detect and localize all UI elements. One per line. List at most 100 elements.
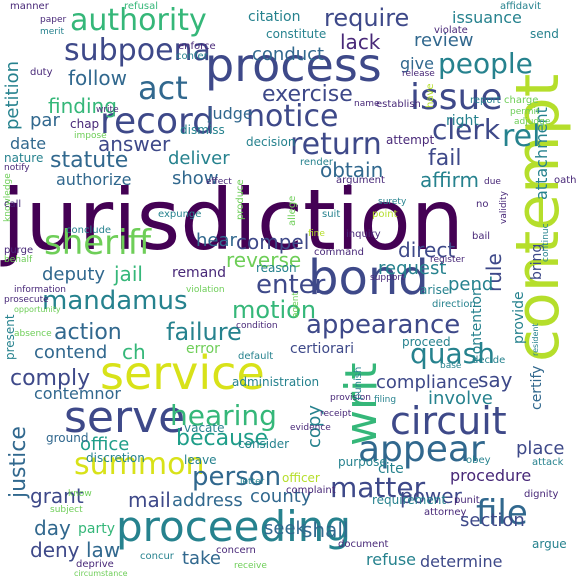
word-absence: absence bbox=[14, 329, 52, 339]
word-validity: validity bbox=[499, 191, 509, 224]
word-answer: answer bbox=[98, 132, 171, 156]
word-argument: argument bbox=[336, 175, 385, 186]
word-attack: attack bbox=[532, 457, 564, 468]
word-contend: contend bbox=[34, 342, 108, 363]
word-jail: jail bbox=[114, 262, 143, 286]
word-document: document bbox=[338, 539, 389, 550]
word-affidavit: affidavit bbox=[500, 1, 541, 12]
word-error: error bbox=[186, 341, 220, 357]
word-cite: cite bbox=[378, 461, 404, 477]
word-chap: chap bbox=[70, 117, 100, 131]
word-procedure: procedure bbox=[450, 466, 532, 485]
word-process: process bbox=[205, 38, 382, 92]
word-show: show bbox=[172, 168, 219, 189]
word-authorize: authorize bbox=[56, 170, 132, 189]
word-conclude: conclude bbox=[66, 225, 112, 236]
word-concur: concur bbox=[140, 551, 174, 562]
word-continue: continuc bbox=[541, 223, 551, 262]
word-circuit: circuit bbox=[390, 399, 507, 443]
word-direction: direction bbox=[432, 299, 476, 310]
word-duty: duty bbox=[30, 67, 53, 78]
word-render: render bbox=[300, 157, 333, 168]
word-circumstance: circumstance bbox=[74, 569, 128, 576]
word-action: action bbox=[54, 320, 122, 345]
word-enter: enter bbox=[256, 270, 326, 300]
word-paper: paper bbox=[40, 15, 67, 25]
word-requirement: requirement bbox=[372, 493, 447, 507]
word-lack: lack bbox=[340, 30, 381, 54]
word-charge: charge bbox=[504, 95, 539, 106]
word-hearing: hearing bbox=[170, 399, 277, 432]
word-effect: effect bbox=[206, 177, 232, 187]
word-establish: establish bbox=[376, 99, 421, 110]
word-attorney: attorney bbox=[424, 507, 467, 518]
word-citation: citation bbox=[248, 9, 301, 25]
word-people: people bbox=[438, 47, 533, 80]
word-no: no bbox=[476, 199, 489, 210]
word-letter: letter bbox=[240, 477, 265, 487]
word-release: release bbox=[402, 69, 435, 79]
word-arise: arise bbox=[420, 283, 450, 297]
word-certify: certify bbox=[529, 365, 545, 410]
word-jurisdiction: jurisdiction bbox=[2, 171, 464, 269]
word-issuance: issuance bbox=[452, 8, 522, 27]
word-subject: subject bbox=[50, 505, 83, 515]
word-deputy: deputy bbox=[42, 264, 106, 285]
word-exercise: exercise bbox=[262, 82, 353, 107]
word-shall: shall bbox=[302, 518, 349, 542]
word-impose: impose bbox=[74, 131, 107, 141]
word-adjudge: adjudge bbox=[514, 117, 551, 127]
word-behalf: behalf bbox=[4, 255, 33, 265]
word-file: file bbox=[476, 493, 528, 533]
word-knowledge: knowledge bbox=[3, 173, 13, 222]
word-compliance: compliance bbox=[376, 372, 480, 393]
word-par: par bbox=[30, 110, 60, 131]
word-punit: punit bbox=[454, 495, 480, 506]
word-conduct: conduct bbox=[252, 44, 325, 65]
word-dismiss: dismiss bbox=[180, 123, 225, 137]
word-purpose: purpose bbox=[338, 455, 387, 469]
word-office: office bbox=[80, 434, 130, 455]
word-agent: agent bbox=[291, 292, 301, 318]
word-condition: condition bbox=[236, 321, 278, 331]
word-report: report bbox=[470, 95, 501, 106]
word-obtain: obtain bbox=[320, 158, 384, 182]
word-matter: matter bbox=[330, 471, 426, 504]
word-subpoena: subpoena bbox=[64, 33, 211, 68]
word-deny: deny bbox=[30, 538, 80, 562]
word-say: say bbox=[478, 368, 513, 392]
word-comply: comply bbox=[10, 366, 91, 391]
word-vacate: vacate bbox=[184, 421, 225, 435]
word-register: register bbox=[430, 255, 465, 265]
word-resident: resident bbox=[531, 323, 540, 356]
word-deprive: deprive bbox=[76, 559, 114, 570]
word-person: person bbox=[192, 462, 282, 492]
word-direct: direct bbox=[398, 238, 456, 262]
word-know: know bbox=[68, 489, 92, 499]
word-address: address bbox=[172, 490, 243, 511]
word-write: write bbox=[96, 105, 119, 115]
word-produce: produce bbox=[235, 179, 246, 220]
word-opportunity: opportunity bbox=[14, 305, 61, 314]
word-affirm: affirm bbox=[420, 168, 479, 192]
word-support: support bbox=[370, 273, 405, 283]
word-dignity: dignity bbox=[524, 489, 559, 500]
word-return: return bbox=[290, 127, 382, 162]
word-appearance: appearance bbox=[306, 310, 461, 340]
word-quash: quash bbox=[410, 337, 496, 370]
word-ch: ch bbox=[122, 340, 146, 364]
word-give: give bbox=[400, 54, 434, 73]
word-authority: authority bbox=[70, 3, 207, 38]
word-contemnor: contemnor bbox=[34, 384, 121, 403]
word-officer: officer bbox=[282, 471, 320, 485]
word-hear: hear bbox=[196, 230, 237, 251]
word-failure: failure bbox=[166, 318, 242, 346]
word-follow: follow bbox=[68, 66, 127, 90]
word-serve: serve bbox=[64, 392, 186, 443]
word-take: take bbox=[182, 548, 221, 569]
word-county: county bbox=[250, 486, 312, 507]
word-mandamus: mandamus bbox=[42, 286, 188, 316]
word-proceeding: proceeding bbox=[116, 502, 352, 551]
word-day: day bbox=[34, 516, 71, 540]
